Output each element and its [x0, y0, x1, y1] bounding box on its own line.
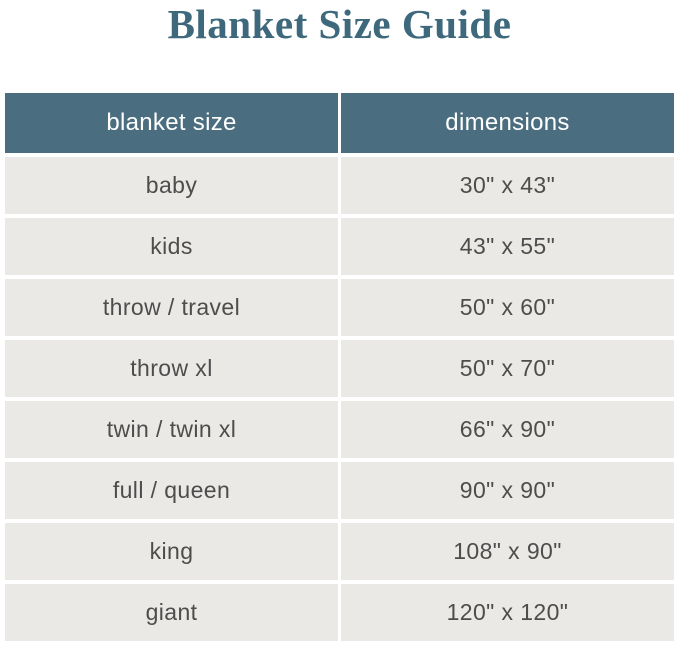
dimensions-cell: 66" x 90" — [341, 401, 674, 458]
blanket-size-cell: king — [5, 523, 338, 580]
dimensions-cell: 120" x 120" — [341, 584, 674, 641]
dimensions-cell: 50" x 70" — [341, 340, 674, 397]
table-row: full / queen 90" x 90" — [5, 462, 674, 519]
blanket-size-cell: giant — [5, 584, 338, 641]
page-title: Blanket Size Guide — [167, 1, 512, 47]
blanket-size-cell: kids — [5, 218, 338, 275]
blanket-size-cell: throw xl — [5, 340, 338, 397]
blanket-size-cell: throw / travel — [5, 279, 338, 336]
table-row: kids 43" x 55" — [5, 218, 674, 275]
dimensions-cell: 43" x 55" — [341, 218, 674, 275]
column-header-blanket-size: blanket size — [5, 93, 338, 153]
table-row: throw xl 50" x 70" — [5, 340, 674, 397]
dimensions-cell: 108" x 90" — [341, 523, 674, 580]
blanket-size-cell: baby — [5, 157, 338, 214]
blanket-size-cell: full / queen — [5, 462, 338, 519]
table-row: king 108" x 90" — [5, 523, 674, 580]
dimensions-cell: 30" x 43" — [341, 157, 674, 214]
blanket-size-cell: twin / twin xl — [5, 401, 338, 458]
dimensions-cell: 50" x 60" — [341, 279, 674, 336]
column-header-dimensions: dimensions — [341, 93, 674, 153]
table-row: twin / twin xl 66" x 90" — [5, 401, 674, 458]
size-guide-table: blanket size dimensions baby 30" x 43" k… — [5, 93, 674, 641]
table-row: baby 30" x 43" — [5, 157, 674, 214]
table-row: giant 120" x 120" — [5, 584, 674, 641]
table-header-row: blanket size dimensions — [5, 93, 674, 153]
dimensions-cell: 90" x 90" — [341, 462, 674, 519]
table-row: throw / travel 50" x 60" — [5, 279, 674, 336]
